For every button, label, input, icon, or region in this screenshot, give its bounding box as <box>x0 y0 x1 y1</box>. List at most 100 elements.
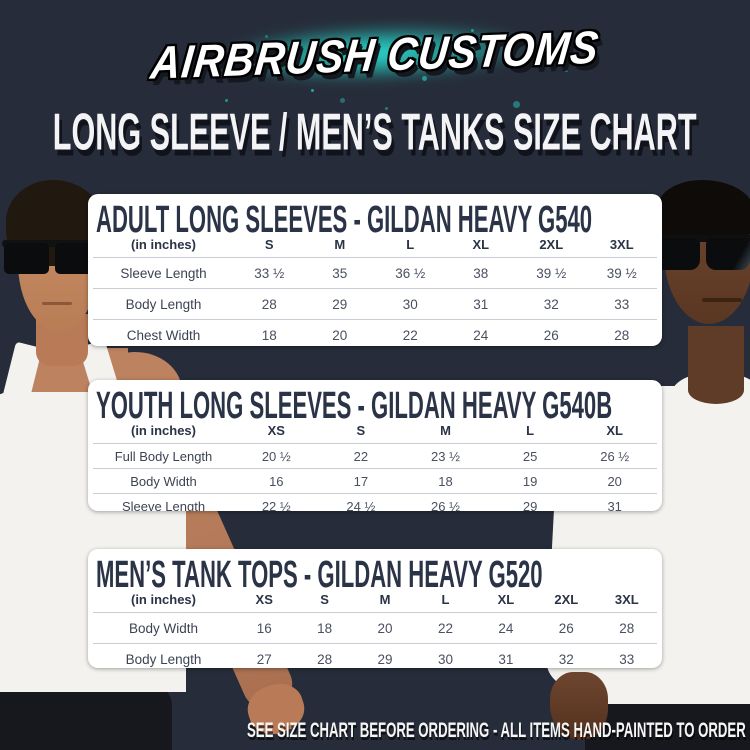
size-column-header: XL <box>497 592 515 607</box>
size-column-header: L <box>441 592 450 607</box>
right-model-mouth <box>702 298 742 302</box>
measurement-label: Body Length <box>125 651 202 667</box>
size-value: 20 <box>377 620 393 636</box>
left-model-jeans <box>0 685 172 750</box>
brand-logo-text: AIRBRUSH CUSTOMS <box>148 21 602 89</box>
measurement-label: Sleeve Length <box>121 498 206 512</box>
right-model-collar-opening <box>688 376 744 404</box>
table-row: Sleeve Length 33 ½ 35 36 ½ 38 39 ½ 39 ½ <box>93 257 657 289</box>
size-value: 25 <box>522 448 538 464</box>
size-value: 29 <box>332 296 348 312</box>
tanks-card-title-text: MEN’S TANK TOPS - GILDAN HEAVY G520 <box>96 552 543 596</box>
size-column-header: M <box>379 592 391 607</box>
youth-size-table: (in inches) XS S M L XL Full Body Length 20 ½ 22… <box>93 422 657 511</box>
sunglasses-lens <box>706 238 750 270</box>
adult-size-table: (in inches) S M L XL 2XL 3XL Sleeve Length 33 ½ 3… <box>93 236 657 346</box>
logo-spray-speckles <box>375 55 378 58</box>
table-row: Sleeve Length 22 ½ 24 ½ 26 ½ 29 31 <box>93 493 657 512</box>
size-column-header: S <box>320 592 329 607</box>
size-value: 18 <box>317 620 333 636</box>
sunglasses-frame <box>652 235 750 242</box>
size-value: 22 ½ <box>261 498 291 512</box>
size-value: 23 ½ <box>431 448 460 464</box>
size-column-header: 2XL <box>539 237 564 252</box>
size-column-header: 3XL <box>609 237 634 252</box>
size-value: 29 <box>377 651 393 667</box>
sunglasses-frame <box>2 240 102 247</box>
size-value: 33 ½ <box>254 265 285 281</box>
size-value: 24 <box>498 620 514 636</box>
table-row: Body Width 16 17 18 19 20 <box>93 468 657 494</box>
adult-long-sleeves-card: ADULT LONG SLEEVES - GILDAN HEAVY G540 (… <box>88 194 662 346</box>
size-column-header: 2XL <box>554 592 579 607</box>
sunglasses-lens <box>4 243 49 274</box>
size-value: 36 ½ <box>395 265 426 281</box>
size-value: 31 <box>473 296 489 312</box>
size-value: 29 <box>522 498 538 512</box>
size-value: 30 <box>402 296 418 312</box>
left-model-sunglasses <box>2 240 102 276</box>
size-column-header: XL <box>472 237 490 252</box>
table-row: Full Body Length 20 ½ 22 23 ½ 25 26 ½ <box>93 443 657 469</box>
unit-label: (in inches) <box>130 237 196 252</box>
size-value: 28 <box>317 651 333 667</box>
brand-logo: AIRBRUSH CUSTOMS <box>145 4 605 106</box>
size-column-header: M <box>334 237 346 252</box>
right-model-neck <box>688 326 744 390</box>
size-value: 31 <box>498 651 514 667</box>
size-column-header: L <box>406 237 415 252</box>
page-title: LONG SLEEVE / MEN’S TANKS SIZE CHART <box>0 104 750 162</box>
size-value: 20 ½ <box>261 448 291 464</box>
tanks-size-table: (in inches) XS S M L XL 2XL 3XL Body Width 16 18 20… <box>93 591 657 668</box>
size-column-header: S <box>264 237 274 252</box>
left-model-face <box>18 208 98 332</box>
size-value: 32 <box>558 651 574 667</box>
table-row: Body Length 27 28 29 30 31 32 33 <box>93 643 657 669</box>
size-value: 30 <box>437 651 453 667</box>
table-row: Body Length 28 29 30 31 32 33 <box>93 288 657 320</box>
right-model-sunglasses <box>652 234 750 272</box>
size-value: 31 <box>607 498 622 512</box>
table-row: Body Width 16 18 20 22 24 26 28 <box>93 612 657 644</box>
size-value: 19 <box>522 473 538 489</box>
size-value: 33 <box>619 651 635 667</box>
size-value: 17 <box>353 473 369 489</box>
size-value: 22 <box>402 327 418 343</box>
table-row: Chest Width 18 20 22 24 26 28 <box>93 319 657 347</box>
footer-note-text: SEE SIZE CHART BEFORE ORDERING - ALL ITE… <box>247 718 746 743</box>
size-value: 35 <box>332 265 348 281</box>
measurement-label: Chest Width <box>126 327 201 343</box>
size-value: 16 <box>269 473 284 489</box>
size-value: 39 ½ <box>606 265 637 281</box>
size-value: 38 <box>473 265 489 281</box>
size-value: 32 <box>543 296 559 312</box>
size-value: 26 ½ <box>431 498 460 512</box>
size-column-header: M <box>440 423 451 438</box>
size-value: 33 <box>614 296 630 312</box>
size-value: 26 <box>558 620 574 636</box>
measurement-label: Full Body Length <box>114 448 213 464</box>
measurement-label: Body Width <box>128 620 199 636</box>
right-model-face <box>664 196 750 324</box>
size-column-header: 3XL <box>614 592 639 607</box>
tanks-card-title: MEN’S TANK TOPS - GILDAN HEAVY G520 <box>96 552 662 596</box>
youth-long-sleeves-card: YOUTH LONG SLEEVES - GILDAN HEAVY G540B … <box>88 380 662 511</box>
size-value: 18 <box>261 327 277 343</box>
size-value: 24 <box>473 327 489 343</box>
adult-card-title: ADULT LONG SLEEVES - GILDAN HEAVY G540 <box>96 197 662 241</box>
left-model-tank-strap <box>0 341 43 411</box>
size-value: 18 <box>438 473 453 489</box>
size-column-header: S <box>356 423 366 438</box>
size-value: 24 ½ <box>346 498 376 512</box>
size-value: 28 <box>261 296 277 312</box>
left-model-neck <box>36 314 88 366</box>
size-value: 20 <box>332 327 348 343</box>
adult-card-title-text: ADULT LONG SLEEVES - GILDAN HEAVY G540 <box>96 197 593 241</box>
measurement-label: Sleeve Length <box>120 265 207 281</box>
size-value: 20 <box>607 473 622 489</box>
youth-card-title-text: YOUTH LONG SLEEVES - GILDAN HEAVY G540B <box>96 383 613 427</box>
size-value: 26 ½ <box>600 448 630 464</box>
size-column-header: L <box>526 423 535 438</box>
right-model-collar <box>672 372 750 414</box>
